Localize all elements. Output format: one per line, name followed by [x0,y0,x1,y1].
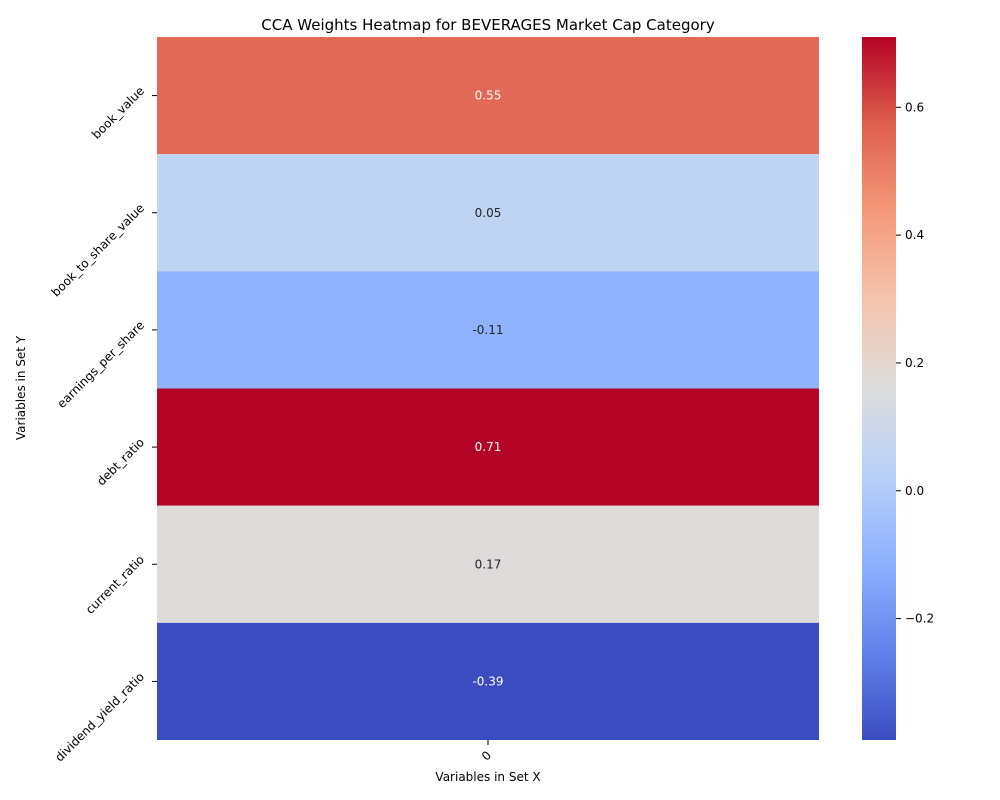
cell-value-label: 0.17 [475,557,502,571]
colorbar-ticks: −0.2 0.0 0.2 0.4 0.6 [896,100,934,626]
heatmap-cell [157,37,819,155]
heatmap-cell [157,622,819,740]
colorbar-tick-label: −0.2 [905,612,934,626]
colorbar [862,37,896,740]
colorbar-tick-label: 0.2 [905,356,924,370]
y-tick-label: dividend_yield_ratio [52,670,147,765]
colorbar-tick-label: 0.4 [905,228,924,242]
y-axis-ticks: book_value book_to_share_value earnings_pe… [49,84,157,765]
cell-value-label: 0.05 [475,206,502,220]
x-axis-ticks: 0 [479,740,494,764]
y-tick-label: book_to_share_value [49,201,148,300]
y-tick-label: debt_ratio [94,435,147,488]
heatmap-cells: 0.55 0.05 -0.11 0.71 0.17 -0.39 [157,37,819,740]
cell-value-label: 0.71 [475,440,502,454]
cell-value-label: -0.39 [472,674,503,688]
heatmap-cell [157,154,819,272]
y-tick-label: book_value [89,84,147,142]
chart-title: CCA Weights Heatmap for BEVERAGES Market… [261,16,715,34]
x-axis-label: Variables in Set X [435,770,540,784]
cell-value-label: -0.11 [472,323,503,337]
colorbar-tick-label: 0.0 [905,484,924,498]
colorbar-tick-label: 0.6 [905,100,924,114]
heatmap-cell [157,271,819,389]
x-tick-label: 0 [479,748,494,763]
heatmap-cell [157,505,819,623]
y-tick-label: earnings_per_share [54,318,147,411]
heatmap-cell [157,388,819,506]
cell-value-label: 0.55 [475,89,502,103]
y-tick-label: current_ratio [83,552,147,616]
y-axis-label: Variables in Set Y [14,335,28,440]
